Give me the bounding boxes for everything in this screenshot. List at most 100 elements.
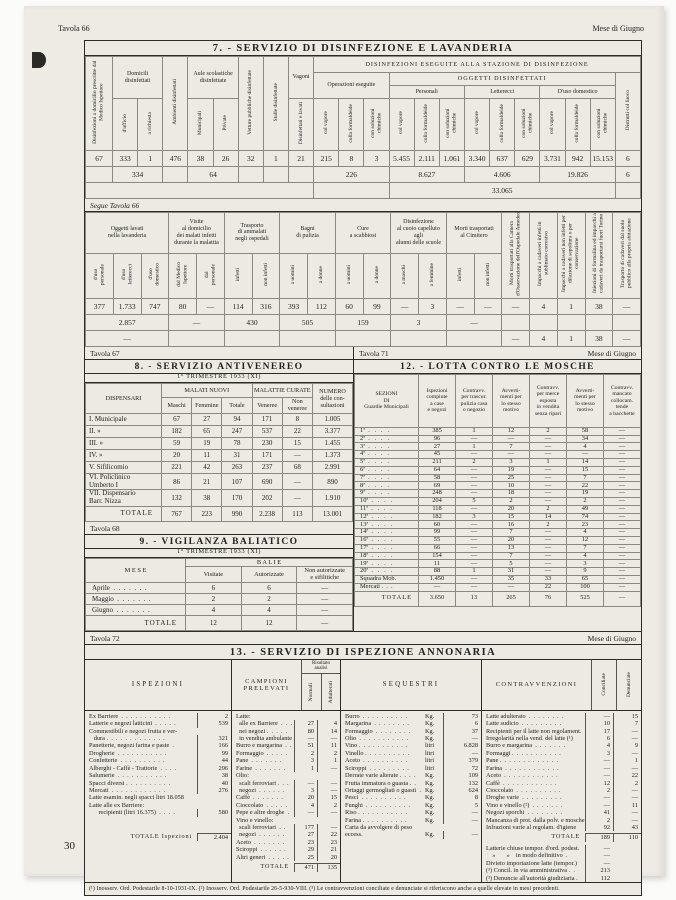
item-label: Cioccolato . . . . . . . . . . xyxy=(486,786,561,794)
item-conciliate: 3 xyxy=(585,749,613,758)
row-label: II. » xyxy=(85,424,162,438)
item-label: recipienti (litri 16.375) . . . . xyxy=(89,809,175,817)
cell: — xyxy=(603,551,641,561)
item-label: (³) Concil. in via amministrativa . . xyxy=(486,867,575,875)
t7-h-personali: Personali xyxy=(388,85,465,99)
list-item: Margarina . . . . . . . . Kg. 6 xyxy=(341,720,481,728)
item-conciliate: 6 xyxy=(585,734,613,743)
t8-row: V. Sifilicomio 221 42 263 237 68 2.991 xyxy=(85,460,353,474)
item-adulterati: — xyxy=(317,764,340,773)
cell: 32 xyxy=(237,149,264,167)
cell: 1.061 xyxy=(438,149,465,167)
cell: 14 xyxy=(529,512,567,522)
cell: 990 xyxy=(221,505,253,522)
item-normali: — xyxy=(294,734,317,743)
cell: — xyxy=(455,582,493,592)
caption-tavola-66: Tavola 66 xyxy=(58,24,90,33)
caption-tavola-72: Tavola 72 xyxy=(90,633,120,643)
cell: 58 xyxy=(418,473,456,483)
t12-total-row: TOTALE 3.650 13 265 76 525 — xyxy=(354,590,641,607)
item-label: Olio: xyxy=(236,772,249,780)
list-item: Burro e margarina . . . . . . . 4 9 xyxy=(482,742,641,750)
row-label: 3ª . . . . xyxy=(354,442,419,452)
t13-h-normali: Normali xyxy=(307,682,314,701)
t66b-h-visite: Visite al domicilio dei malati infetti d… xyxy=(168,211,225,254)
cell: 86 xyxy=(160,472,193,491)
item-conciliate: — xyxy=(585,772,613,780)
t12-row: 11ª . . . . 118 — 20 2 49 — xyxy=(354,504,641,514)
caption-mese-71: Mese di Giugno xyxy=(587,348,636,358)
cell: 3 xyxy=(455,512,493,522)
t13-ispezioni-total: TOTALE Ispezioni 2.404 xyxy=(85,832,231,842)
t7-h-vapore-4: col vapore xyxy=(539,98,566,151)
list-item: Drogherie . . . . . . . . . . . 99 xyxy=(85,749,231,758)
item-conciliate: — xyxy=(585,757,613,765)
caption-tavola-68-row: Tavola 68 xyxy=(85,522,353,535)
t12-row: 14ª . . . . 99 — 7 — 4 — xyxy=(354,528,641,538)
item-label: in vendita ambulante xyxy=(236,734,292,742)
cell: — xyxy=(603,473,641,483)
cell: 5.455 xyxy=(388,149,415,167)
item-label: Ortaggi germogliati o guasti . xyxy=(345,786,421,794)
t66b-subtotal-row: 2.857 — 430 505 159 3 — xyxy=(84,313,641,331)
t12-h-ispezioni: Ispezioni compiute a case e negozi xyxy=(418,373,456,428)
cell: — xyxy=(281,472,314,491)
list-item: Burro e margarina . . 51 11 xyxy=(232,742,340,750)
list-item: Irregolarità nella vend. del latte (¹) 6… xyxy=(482,734,641,743)
item-unit: Kg. xyxy=(425,816,435,824)
t7-h-disinfettati-lavati: Disinfettati e lavati xyxy=(287,98,315,151)
t13-title: 13. - SERVIZIO DI ISPEZIONE ANNONARIA xyxy=(85,645,641,660)
t8-h-veneree: Veneree xyxy=(251,396,283,414)
row-label: 11ª . . . . xyxy=(354,504,419,514)
item-value: 132 xyxy=(443,779,481,787)
cell: — xyxy=(612,329,641,347)
t66b-h-non-infetti: non infetti xyxy=(251,252,281,299)
t13-group-sequestri: SEQUESTRI Burro . . . . . . . . . . Kg. … xyxy=(341,659,482,882)
t8-title: 8. - SERVIZIO ANTIVENEREO xyxy=(85,360,353,374)
list-item: Funghi . . . . . . . . . . Kg. 5 xyxy=(341,801,481,810)
t13-h-adulterati: Adulterati xyxy=(320,673,341,710)
t9-total-row: TOTALE 12 12 — xyxy=(85,614,353,631)
item-label: » » in modo definitivo . xyxy=(486,852,568,860)
t7-h-soluzioni-3: con soluzioni chimiche xyxy=(514,98,541,151)
list-item: Farina . . . . . . . . . . . . — — xyxy=(482,764,641,773)
list-item: Latte esamin. negli spacci litri 18.058 xyxy=(85,794,231,801)
cell: 3 xyxy=(363,149,390,167)
cell: 1.005 xyxy=(312,412,353,426)
item-unit: Kg. xyxy=(425,772,435,780)
item-conciliate: 92 xyxy=(585,824,613,832)
t7-h-operazioni: Operazioni eseguite xyxy=(313,72,390,99)
list-item: Infrazioni varie al regolam. d'igiene 92… xyxy=(482,824,641,832)
item-label: Drogherie . . . . . . . . . . . xyxy=(89,749,167,757)
cell: — xyxy=(603,543,641,553)
list-item: Spacci diversi . . . . . . . . . . 40 xyxy=(85,779,231,787)
list-item: Mancanza di prot. dalla polv. e mosche 2… xyxy=(482,816,641,825)
t7-grandtotal-row: 33.065 xyxy=(84,181,642,199)
cell: — xyxy=(603,504,641,514)
cell: 942 xyxy=(564,149,591,167)
list-item: Droghe varie . . . . . . . . . — — xyxy=(482,794,641,802)
cell: 629 xyxy=(514,149,541,167)
t66b-data-row: 377 1.733 747 80—114 316 393 112 60 99—3— — —4 1 38— xyxy=(85,297,641,315)
item-unit: litri xyxy=(425,742,435,750)
cell: 7 xyxy=(566,543,604,553)
cell: 74 xyxy=(566,512,604,522)
cell: — xyxy=(455,504,493,514)
table-9-baliatico: M E S E B A L I E Visitate Autorizzate N… xyxy=(85,557,353,631)
t7-sub-distrutti: 6 xyxy=(614,165,642,183)
item-value: 580 xyxy=(197,809,231,817)
item-value: 321 xyxy=(197,734,231,743)
item-value: 109 xyxy=(443,772,481,780)
list-item: Olio . . . . . . . . . . . Kg. — xyxy=(341,734,481,743)
t8-total-row: TOTALE 767 223 990 2.238 113 13.001 xyxy=(85,505,353,522)
t66b-h-uso-letterecci: d'uso letterecci xyxy=(112,252,142,299)
list-item: negozi . . . . . . 27 22 xyxy=(232,831,340,839)
list-item: Ex Barriere . . . . . . . . . . . 2 xyxy=(85,712,231,721)
t66b-h-oggetti-lavati: Oggetti lavati nella lavanderia xyxy=(84,211,170,254)
cell: — xyxy=(492,582,530,592)
cell: 2 xyxy=(185,592,242,605)
t9-h-non-autorizzate: Non autorizzate e sifilitiche xyxy=(296,566,353,583)
item-label: Derrate varie alterate . . . . xyxy=(345,772,416,780)
list-item: Pane . . . . . . . 3 1 xyxy=(232,757,340,765)
item-adulterati: 22 xyxy=(317,831,340,839)
